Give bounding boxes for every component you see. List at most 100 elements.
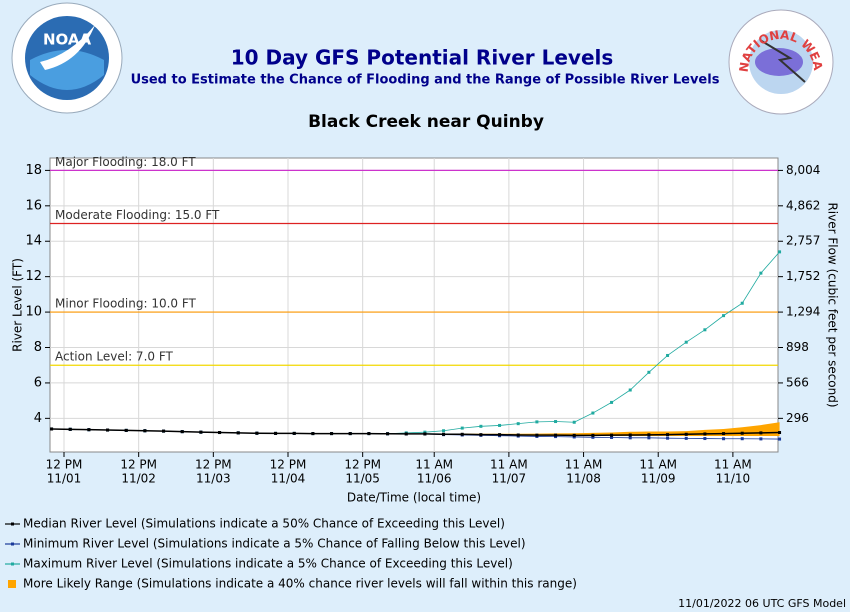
series-point — [610, 435, 614, 439]
x-tick-date: 11/07 — [492, 472, 527, 486]
x-tick-date: 11/04 — [271, 472, 306, 486]
series-point — [647, 370, 651, 374]
x-tick-label: 12 PM — [270, 458, 307, 472]
series-point — [554, 420, 558, 424]
y-tick-label: 4 — [34, 411, 42, 426]
series-point — [740, 437, 744, 441]
x-tick-date: 11/09 — [641, 472, 676, 486]
series-point — [647, 436, 651, 440]
x-tick-date: 11/05 — [345, 472, 380, 486]
chart-title: 10 Day GFS Potential River Levels — [231, 46, 614, 70]
threshold-label: Moderate Flooding: 15.0 FT — [55, 208, 220, 222]
x-tick-label: 11 AM — [639, 458, 677, 472]
footer: 11/01/2022 06 UTC GFS Model — [678, 597, 846, 610]
series-point — [647, 433, 651, 437]
threshold-label: Major Flooding: 18.0 FT — [55, 155, 196, 169]
series-point — [180, 430, 184, 434]
series-point — [666, 353, 670, 357]
noaa-bird — [40, 25, 95, 70]
series-point — [498, 423, 502, 427]
series-point — [535, 420, 539, 424]
range-band — [443, 422, 780, 437]
plot-layer: 4 6 8 10 12 14 16 18 296 566 898 1,294 1,752 2,757 4,8… — [25, 155, 820, 486]
x-tick-label: 12 PM — [46, 458, 83, 472]
series-point — [50, 427, 54, 431]
y2-tick-label: 1,294 — [786, 305, 820, 319]
series-point — [591, 433, 595, 437]
legend-label: Median River Level (Simulations indicate… — [23, 517, 505, 531]
series-point — [442, 432, 446, 436]
legend-marker — [11, 562, 14, 566]
series-point — [274, 431, 278, 435]
station-name: Black Creek near Quinby — [308, 112, 544, 132]
series-point — [759, 271, 763, 275]
y2-tick-label: 2,757 — [786, 234, 820, 248]
series-point — [479, 424, 483, 428]
series-point — [367, 432, 371, 436]
x-tick-date: 11/06 — [417, 472, 452, 486]
series-point — [236, 431, 240, 435]
series-point — [778, 431, 782, 435]
legend-marker — [11, 542, 14, 546]
x-tick-date: 11/10 — [716, 472, 751, 486]
series-point — [610, 433, 614, 437]
series-point — [516, 422, 520, 426]
legend-label: Minimum River Level (Simulations indicat… — [23, 537, 526, 551]
y-tick-label: 10 — [25, 305, 42, 320]
x-tick-label: 11 AM — [565, 458, 603, 472]
series-point — [591, 411, 595, 415]
series-point — [703, 432, 707, 436]
x-tick-label: 12 PM — [344, 458, 381, 472]
x-tick-date: 11/02 — [121, 472, 156, 486]
series-point — [684, 432, 688, 436]
y2-axis-label: River Flow (cubic feet per second) — [826, 202, 840, 407]
series-point — [722, 437, 726, 441]
y-tick-label: 12 — [25, 269, 42, 284]
series-point — [460, 432, 464, 436]
series-point — [516, 433, 520, 437]
series-point — [628, 436, 632, 440]
series-point — [572, 435, 576, 439]
series-point — [666, 436, 670, 440]
series-point — [87, 428, 91, 432]
series-point — [423, 430, 427, 434]
x-axis-label: Date/Time (local time) — [347, 491, 481, 505]
x-tick-label: 11 AM — [415, 458, 453, 472]
legend-label: More Likely Range (Simulations indicate … — [23, 577, 577, 591]
series-point — [778, 250, 782, 254]
series-point — [666, 433, 670, 437]
plot-area — [49, 157, 779, 453]
x-tick-date: 11/01 — [47, 472, 82, 486]
x-tick-label: 11 AM — [714, 458, 752, 472]
series-line — [51, 428, 780, 437]
y2-tick-label: 8,004 — [786, 163, 820, 177]
x-tick-label: 11 AM — [490, 458, 528, 472]
series-point — [628, 433, 632, 437]
y-tick-label: 14 — [25, 234, 42, 249]
y2-tick-label: 898 — [786, 340, 809, 354]
series-point — [330, 432, 334, 436]
series-point — [740, 431, 744, 435]
y2-tick-label: 296 — [786, 411, 809, 425]
y2-tick-label: 566 — [786, 375, 809, 389]
x-tick-label: 12 PM — [120, 458, 157, 472]
series-point — [572, 433, 576, 437]
y-tick-label: 8 — [34, 340, 42, 355]
x-tick-label: 12 PM — [195, 458, 232, 472]
y2-tick-label: 1,752 — [786, 269, 820, 283]
series-point — [479, 433, 483, 437]
threshold-label: Action Level: 7.0 FT — [55, 350, 174, 364]
series-point — [292, 431, 296, 435]
series-point — [423, 432, 427, 436]
series-point — [106, 428, 110, 432]
x-tick-date: 11/03 — [196, 472, 231, 486]
series-point — [684, 340, 688, 344]
series-point — [460, 426, 464, 430]
legend-label: Maximum River Level (Simulations indicat… — [23, 557, 513, 571]
series-point — [68, 427, 72, 431]
series-point — [311, 432, 315, 436]
series-point — [703, 437, 707, 441]
series-point — [610, 400, 614, 404]
series-point — [554, 433, 558, 437]
